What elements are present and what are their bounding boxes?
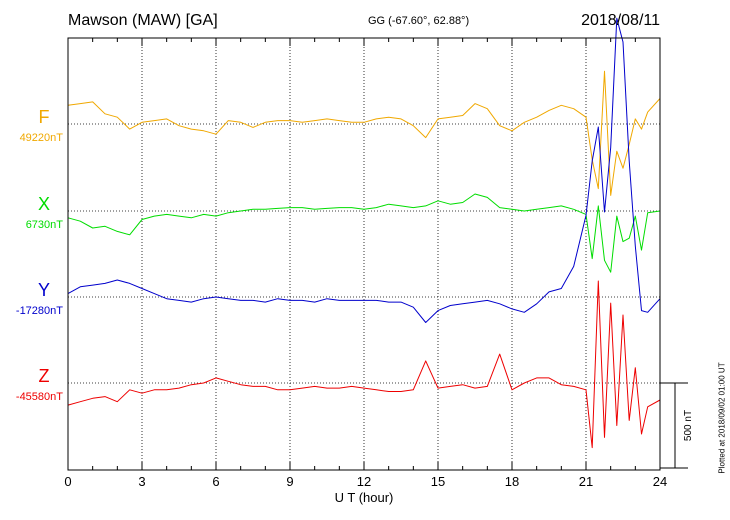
scale-bar-label: 500 nT xyxy=(683,410,694,441)
baseline-value-X: 6730nT xyxy=(25,219,63,231)
x-tick-label-12: 12 xyxy=(357,474,371,489)
component-label-Z: Z xyxy=(38,366,50,386)
baseline-value-F: 49220nT xyxy=(19,132,63,144)
series-line-Y xyxy=(67,17,661,323)
series-line-Z xyxy=(67,280,661,449)
x-tick-label-9: 9 xyxy=(286,474,293,489)
x-tick-label-18: 18 xyxy=(505,474,519,489)
x-axis: 0 3 6 9 12 15 18 21 24 U T (hour) xyxy=(64,38,667,505)
x-tick-label-15: 15 xyxy=(431,474,445,489)
plotted-timestamp: Plotted at 2018/09/02 01:00 UT xyxy=(717,362,727,474)
component-label-X: X xyxy=(37,194,50,214)
component-label-F: F xyxy=(38,107,50,127)
plot-date: 2018/08/11 xyxy=(581,12,660,29)
series-line-X xyxy=(67,193,661,273)
station-coordinates: GG (-67.60°, 62.88°) xyxy=(368,15,470,27)
baseline-value-Z: -45580nT xyxy=(15,391,63,403)
x-tick-label-3: 3 xyxy=(138,474,145,489)
x-tick-label-6: 6 xyxy=(212,474,219,489)
x-tick-label-0: 0 xyxy=(64,474,71,489)
grid-lines xyxy=(68,38,660,470)
x-tick-label-24: 24 xyxy=(653,474,667,489)
baseline-value-Y: -17280nT xyxy=(15,305,63,317)
component-label-Y: Y xyxy=(37,280,50,300)
series-line-F xyxy=(67,70,661,196)
series-traces xyxy=(67,17,661,449)
scale-bar: 500 nT xyxy=(660,382,694,469)
x-axis-label: U T (hour) xyxy=(335,490,394,505)
x-tick-label-21: 21 xyxy=(579,474,593,489)
station-title: Mawson (MAW) [GA] xyxy=(68,12,218,29)
